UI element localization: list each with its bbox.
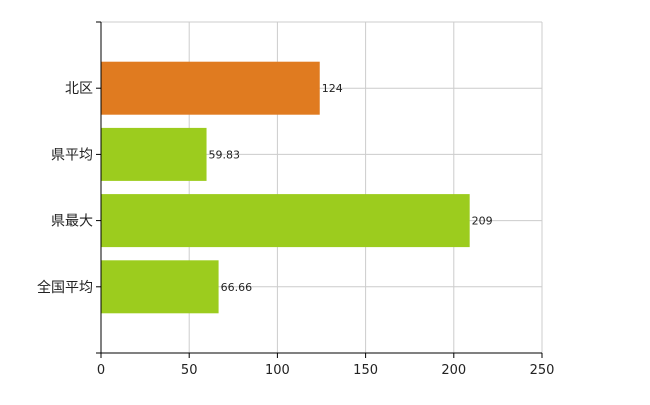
bar-2 (101, 127, 207, 181)
x-tick-label: 200 (441, 363, 466, 378)
bar-3 (101, 194, 470, 248)
x-tick-label: 150 (353, 363, 378, 378)
bars (101, 61, 470, 314)
x-tick-label: 250 (530, 363, 555, 378)
category-label: 県平均 (51, 147, 93, 163)
data-label: 209 (472, 215, 493, 228)
axes (96, 21, 543, 358)
bar-1 (101, 61, 320, 115)
x-tick-label: 100 (265, 363, 290, 378)
data-label: 59.83 (209, 148, 241, 161)
category-label: 北区 (65, 81, 93, 97)
x-tick-label: 50 (181, 363, 198, 378)
data-label: 124 (322, 82, 343, 95)
data-label: 66.66 (221, 281, 253, 294)
bar-4 (101, 260, 219, 314)
category-label: 県最大 (51, 214, 93, 230)
x-tick-label: 0 (97, 363, 105, 378)
category-label: 全国平均 (37, 279, 93, 296)
